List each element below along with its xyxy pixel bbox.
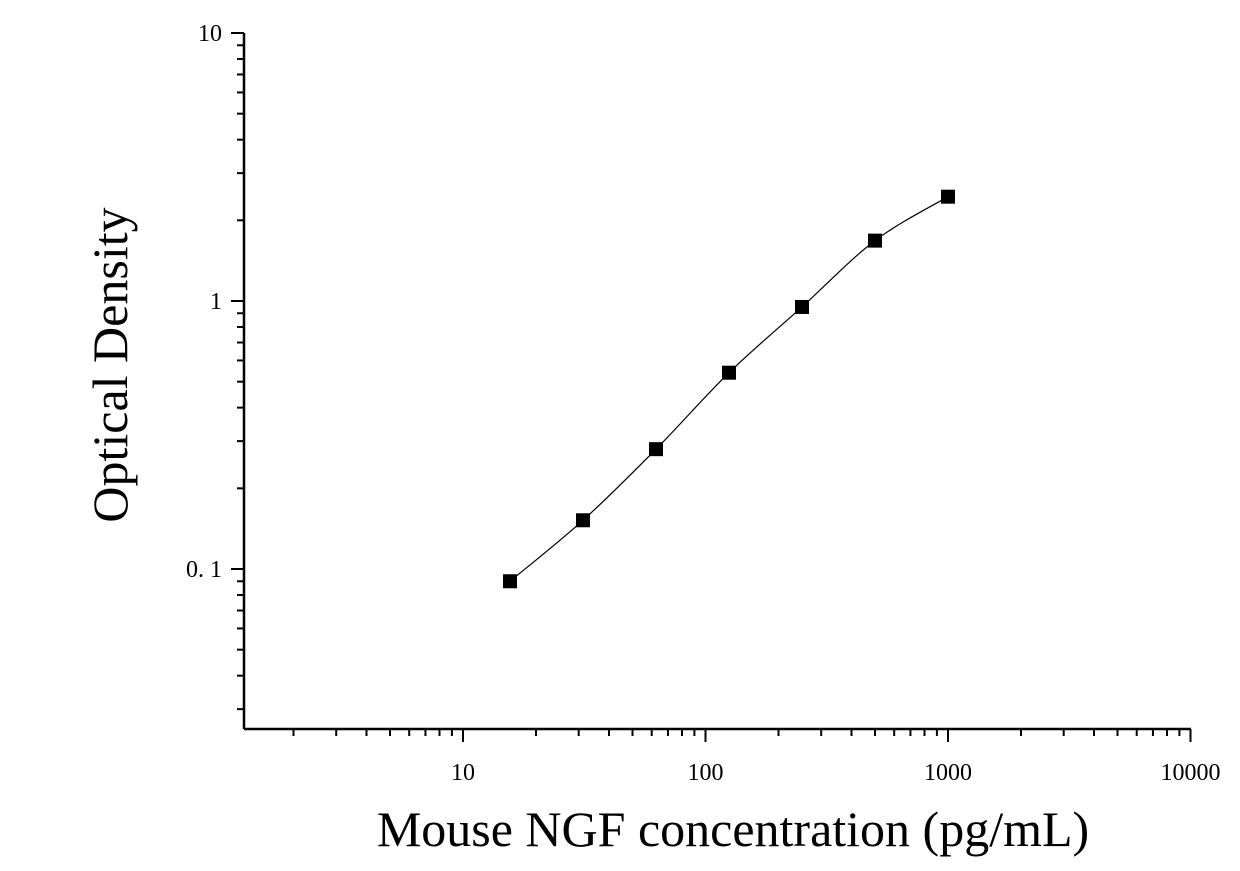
x-tick-labels: 10 100 1000 10000 [451,760,1221,786]
y-tick-label: 0. 1 [186,557,222,583]
y-axis-title: Optical Density [82,207,138,522]
fit-curve [509,196,949,582]
minor-ticks [237,44,1181,736]
data-point [503,574,518,589]
x-tick-label: 100 [688,760,724,786]
data-point [649,442,664,457]
x-tick-label: 1000 [924,760,972,786]
y-tick-label: 10 [198,21,222,47]
data-point [576,513,591,528]
data-point [868,233,883,248]
data-points [503,189,955,589]
x-tick-label: 10 [451,760,475,786]
data-point [795,299,810,314]
y-tick-label: 1 [210,289,222,315]
major-ticks [231,32,1192,742]
y-tick-labels: 0. 1 1 10 [186,21,222,583]
x-axis-title: Mouse NGF concentration (pg/mL) [377,801,1089,857]
data-point [722,365,737,380]
data-point [941,189,955,204]
x-tick-label: 10000 [1161,760,1221,786]
